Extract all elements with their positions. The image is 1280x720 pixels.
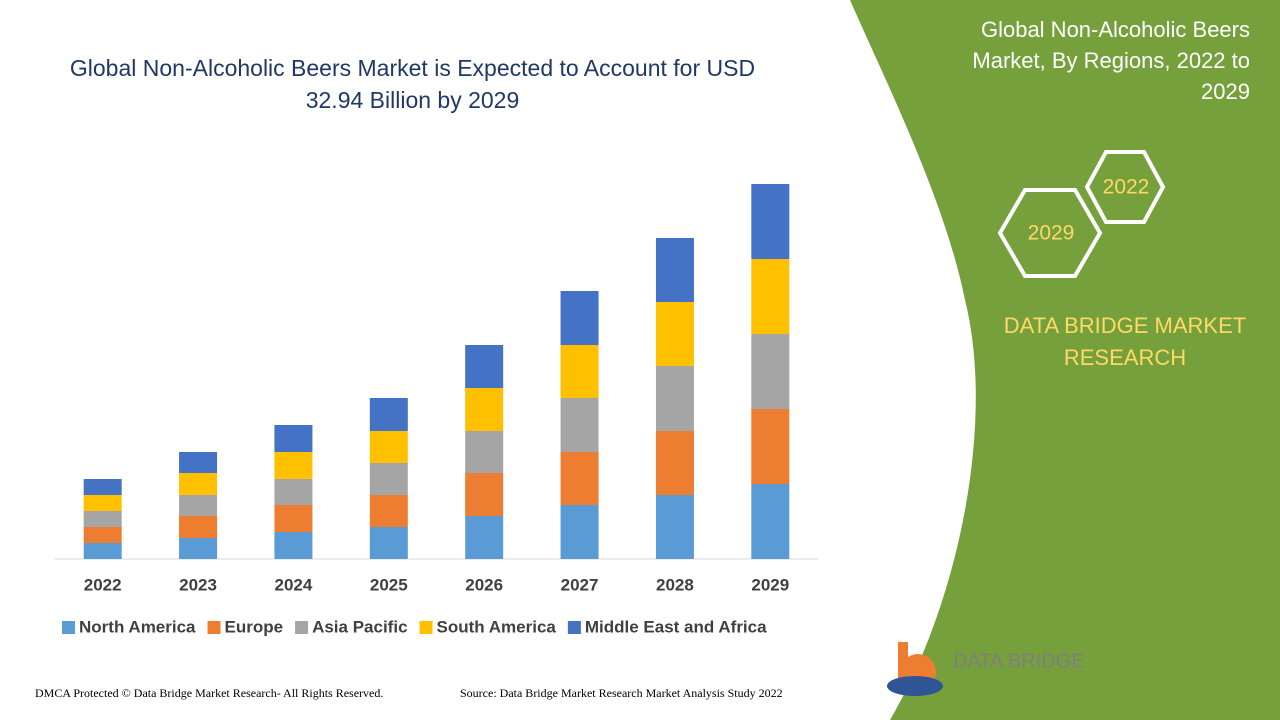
bar-segment	[83, 495, 122, 511]
green-panel	[850, 0, 1280, 720]
x-tick-label: 2024	[275, 575, 313, 594]
bar-segment	[655, 431, 694, 495]
bar-segment	[83, 527, 122, 543]
bar-segment	[369, 398, 408, 431]
logo-text: DATA BRIDGE	[953, 650, 1085, 672]
bar-segment	[179, 452, 218, 473]
bar-segment	[560, 505, 599, 559]
logo: DATA BRIDGE	[887, 642, 1085, 696]
hexagon	[1084, 150, 1166, 224]
bar-segment	[751, 259, 790, 334]
legend-swatch	[207, 621, 221, 634]
bar-segment	[179, 538, 218, 559]
legend-label: South America	[437, 617, 557, 636]
logo-shape	[898, 642, 908, 678]
panel-title: Global Non-Alcoholic Beers Market, By Re…	[972, 17, 1250, 104]
bar-segment	[560, 345, 599, 398]
bar-segment	[274, 425, 313, 452]
bar-segment	[83, 479, 122, 495]
legend-label: Middle East and Africa	[585, 617, 767, 636]
legend-swatch	[62, 621, 75, 634]
x-tick-label: 2027	[561, 575, 599, 594]
bar-segment	[751, 484, 790, 559]
bar-segment	[369, 463, 408, 495]
chart: 2022 2023 2024 2025 2026 2027 2028 2029 North Am…	[55, 184, 818, 636]
bar-segment	[751, 409, 790, 484]
bar-segment	[274, 505, 313, 532]
bar-segment	[655, 495, 694, 559]
bar-segment	[179, 516, 218, 538]
bar-segment	[274, 452, 313, 479]
logo-shape	[887, 676, 943, 696]
bar-segment	[465, 431, 504, 473]
bar-segment	[655, 366, 694, 431]
bar-segment	[274, 532, 313, 559]
source: Source: Data Bridge Market Research Mark…	[460, 686, 783, 700]
x-tick-label: 2022	[84, 575, 122, 594]
bar-segment	[83, 543, 122, 559]
bar-segment	[465, 345, 504, 388]
bar-segment	[655, 302, 694, 366]
legend-label: North America	[79, 617, 196, 636]
chart-title: Global Non-Alcoholic Beers Market is Exp…	[69, 55, 756, 113]
hexagon-label: 2029	[1028, 222, 1075, 245]
x-tick-label: 2028	[656, 575, 694, 594]
legend-swatch	[567, 621, 581, 634]
bar-segment	[751, 334, 790, 409]
legend-swatch	[295, 621, 309, 634]
hexagon	[997, 188, 1103, 278]
legend-label: Asia Pacific	[312, 617, 407, 636]
bar-segment	[560, 398, 599, 452]
brand-text: DATA BRIDGE MARKET RESEARCH	[1003, 313, 1247, 370]
bar-segment	[465, 473, 504, 516]
bar-segment	[179, 495, 218, 516]
bar-segment	[465, 388, 504, 431]
bar-segment	[83, 511, 122, 527]
bar-segment	[465, 516, 504, 559]
legend-swatch	[419, 621, 433, 634]
bar-segment	[751, 184, 790, 259]
bar-segment	[179, 473, 218, 495]
copyright: DMCA Protected © Data Bridge Market Rese…	[35, 686, 384, 700]
legend-label: Europe	[225, 617, 284, 636]
bar-segment	[369, 431, 408, 463]
bar-segment	[655, 238, 694, 302]
x-tick-label: 2026	[465, 575, 503, 594]
bar-segment	[274, 479, 313, 505]
bar-segment	[560, 291, 599, 345]
hexagon-label: 2022	[1103, 176, 1150, 199]
x-tick-label: 2023	[179, 575, 217, 594]
bar-segment	[369, 527, 408, 559]
bar-segment	[560, 452, 599, 505]
x-tick-label: 2029	[751, 575, 789, 594]
bar-segment	[369, 495, 408, 527]
x-tick-label: 2025	[370, 575, 408, 594]
